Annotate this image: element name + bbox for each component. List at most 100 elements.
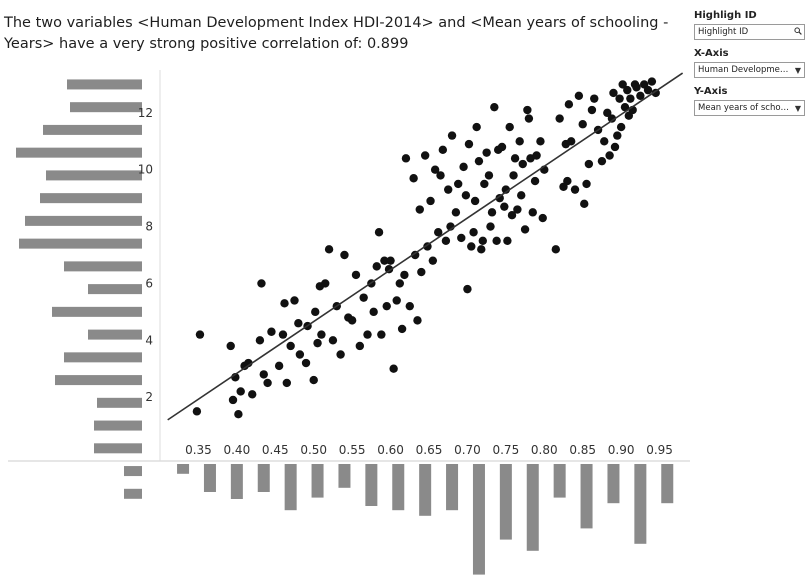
scatter-point[interactable]: [651, 88, 660, 98]
scatter-point[interactable]: [259, 370, 268, 379]
x-distribution-bar[interactable]: [203, 464, 216, 492]
scatter-point[interactable]: [255, 336, 265, 345]
scatter-point[interactable]: [647, 77, 657, 86]
scatter-point[interactable]: [295, 350, 305, 359]
x-distribution-bar[interactable]: [634, 464, 647, 544]
scatter-point[interactable]: [428, 256, 438, 265]
scatter-point[interactable]: [515, 137, 524, 146]
scatter-point[interactable]: [236, 387, 245, 396]
scatter-point[interactable]: [626, 94, 635, 103]
scatter-point[interactable]: [532, 151, 541, 160]
scatter-point[interactable]: [301, 358, 311, 368]
x-distribution-bar[interactable]: [446, 464, 459, 511]
scatter-point[interactable]: [413, 316, 422, 325]
x-distribution-bar[interactable]: [499, 464, 512, 540]
scatter-point[interactable]: [507, 211, 517, 220]
scatter-point[interactable]: [420, 151, 430, 160]
scatter-point[interactable]: [426, 196, 435, 206]
scatter-point[interactable]: [517, 191, 526, 200]
scatter-point[interactable]: [510, 154, 520, 163]
scatter-point[interactable]: [513, 205, 522, 214]
x-distribution-bar[interactable]: [230, 464, 243, 499]
scatter-point[interactable]: [464, 139, 474, 149]
scatter-point[interactable]: [505, 122, 514, 132]
scatter-point[interactable]: [441, 236, 451, 245]
scatter-point[interactable]: [321, 279, 330, 288]
scatter-point[interactable]: [359, 293, 368, 302]
x-distribution-bar[interactable]: [553, 464, 566, 498]
scatter-point[interactable]: [477, 245, 486, 254]
scatter-point[interactable]: [434, 228, 443, 237]
scatter-point[interactable]: [555, 114, 564, 123]
scatter-point[interactable]: [615, 94, 624, 103]
scatter-point[interactable]: [389, 364, 398, 373]
x-axis-dropdown[interactable]: Human Development I... ▼: [694, 62, 805, 78]
scatter-point[interactable]: [582, 179, 591, 189]
scatter-point[interactable]: [369, 307, 378, 317]
scatter-point[interactable]: [336, 350, 345, 359]
scatter-point[interactable]: [528, 208, 537, 217]
scatter-point[interactable]: [436, 171, 445, 180]
x-distribution-bar[interactable]: [392, 464, 405, 511]
scatter-point[interactable]: [566, 137, 576, 146]
scatter-point[interactable]: [570, 185, 580, 194]
scatter-point[interactable]: [590, 94, 599, 103]
x-distribution-bar[interactable]: [526, 464, 539, 551]
scatter-point[interactable]: [395, 279, 404, 288]
scatter-point[interactable]: [377, 330, 386, 339]
scatter-point[interactable]: [309, 375, 318, 385]
scatter-point[interactable]: [463, 284, 472, 294]
scatter-point[interactable]: [470, 196, 480, 206]
scatter-point[interactable]: [518, 159, 527, 169]
scatter-point[interactable]: [584, 159, 594, 169]
scatter-point[interactable]: [636, 91, 645, 101]
scatter-point[interactable]: [613, 131, 622, 140]
scatter-point[interactable]: [311, 307, 320, 317]
scatter-point[interactable]: [538, 213, 547, 223]
scatter-point[interactable]: [564, 100, 574, 109]
scatter-point[interactable]: [444, 185, 453, 194]
scatter-point[interactable]: [386, 256, 395, 265]
scatter-point[interactable]: [500, 202, 509, 211]
scatter-point[interactable]: [355, 341, 365, 351]
scatter-point[interactable]: [347, 316, 357, 325]
scatter-point[interactable]: [492, 236, 501, 245]
x-distribution-bar[interactable]: [580, 464, 593, 529]
scatter-point[interactable]: [244, 358, 253, 368]
scatter-point[interactable]: [563, 176, 572, 186]
scatter-point[interactable]: [587, 105, 597, 115]
x-distribution-bar[interactable]: [607, 464, 620, 504]
x-distribution-bar[interactable]: [365, 464, 378, 506]
scatter-point[interactable]: [454, 179, 463, 189]
scatter-point[interactable]: [351, 270, 361, 280]
scatter-point[interactable]: [487, 208, 497, 217]
scatter-point[interactable]: [632, 83, 641, 92]
scatter-point[interactable]: [469, 228, 478, 237]
search-icon[interactable]: [792, 27, 804, 37]
scatter-point[interactable]: [447, 131, 457, 140]
scatter-point[interactable]: [417, 267, 426, 277]
scatter-point[interactable]: [278, 330, 288, 339]
scatter-point[interactable]: [609, 88, 618, 98]
scatter-point[interactable]: [509, 171, 518, 180]
scatter-point[interactable]: [405, 301, 414, 311]
scatter-point[interactable]: [484, 171, 494, 180]
scatter-point[interactable]: [286, 341, 295, 351]
scatter-point[interactable]: [401, 154, 411, 163]
scatter-point[interactable]: [536, 137, 545, 146]
scatter-point[interactable]: [503, 236, 512, 245]
y-axis-dropdown[interactable]: Mean years of schooli... ▼: [694, 100, 805, 116]
x-distribution-bar[interactable]: [177, 464, 190, 474]
scatter-point[interactable]: [438, 145, 448, 155]
scatter-point[interactable]: [374, 228, 384, 237]
x-distribution-bar[interactable]: [257, 464, 270, 492]
scatter-point[interactable]: [372, 262, 381, 271]
scatter-point[interactable]: [620, 102, 630, 112]
scatter-point[interactable]: [643, 85, 653, 95]
scatter-point[interactable]: [340, 250, 349, 260]
scatter-point[interactable]: [234, 410, 243, 419]
scatter-point[interactable]: [623, 85, 632, 95]
scatter-point[interactable]: [467, 242, 476, 251]
scatter-point[interactable]: [274, 361, 284, 371]
scatter-point[interactable]: [523, 105, 532, 115]
